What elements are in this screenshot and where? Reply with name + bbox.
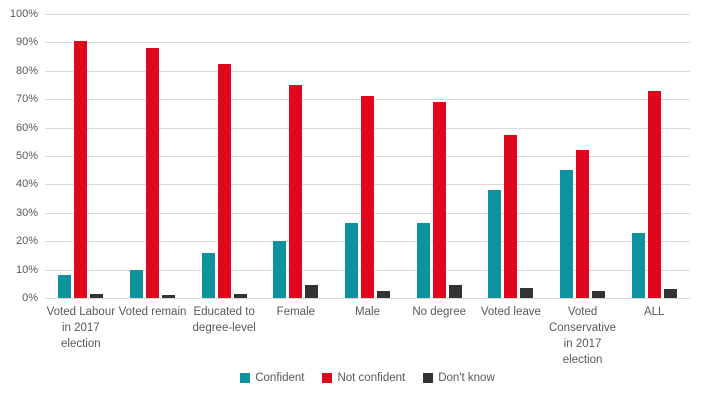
bar-not-confident <box>576 150 590 298</box>
bar-group <box>618 14 690 298</box>
legend-item: Confident <box>240 372 304 384</box>
y-tick-label: 100% <box>9 8 38 20</box>
bar-confident <box>631 232 645 298</box>
legend: Confident Not confident Don't know <box>45 372 690 384</box>
y-tick-label: 0% <box>22 292 38 304</box>
x-axis-label: Voted Conservative in 2017 election <box>548 306 617 366</box>
bar-confident <box>58 275 72 298</box>
bar-don-t-know <box>592 290 606 298</box>
x-axis-label: Female <box>276 306 316 318</box>
bar-not-confident <box>647 90 661 298</box>
bar-don-t-know <box>448 285 462 298</box>
bar-confident <box>416 222 430 298</box>
y-tick-label: 20% <box>15 235 38 248</box>
bar-group <box>260 14 332 298</box>
y-tick-label: 60% <box>15 121 38 134</box>
y-tick-label: 30% <box>15 206 38 219</box>
y-tick-label: 70% <box>15 93 38 106</box>
x-axis-label: No degree <box>412 306 467 318</box>
legend-item: Don't know <box>423 372 495 384</box>
x-axis: Voted Labour in 2017 election Voted remai… <box>45 304 690 368</box>
bar-group <box>45 14 117 298</box>
bar-not-confident <box>504 134 518 298</box>
gridline <box>45 14 690 15</box>
plot-area <box>45 14 690 299</box>
bar-group <box>332 14 404 298</box>
gridline <box>45 42 690 44</box>
legend-label: Don't know <box>438 372 495 384</box>
bar-confident <box>201 252 215 298</box>
bar-group <box>475 14 547 298</box>
x-axis-label: Voted remain <box>118 306 187 318</box>
x-axis-label: Voted leave <box>480 306 541 318</box>
x-axis-label: Educated to degree-level <box>192 306 256 334</box>
bar-group <box>403 14 475 298</box>
bar-group <box>188 14 260 298</box>
bar-don-t-know <box>305 285 319 298</box>
x-axis-label: ALL <box>643 306 665 318</box>
bar-confident <box>130 269 143 298</box>
bar-group <box>117 14 189 298</box>
bar-confident <box>345 222 359 298</box>
bar-don-t-know <box>90 293 104 298</box>
y-tick-label: 40% <box>15 178 38 191</box>
x-axis-label: Male <box>355 306 380 318</box>
x-axis-label: Voted Labour in 2017 election <box>46 306 116 350</box>
bar-group <box>547 14 619 298</box>
gridline <box>45 70 690 72</box>
gridline <box>45 298 690 299</box>
legend-label: Not confident <box>337 372 406 384</box>
bar-don-t-know <box>162 295 175 298</box>
bar-confident <box>273 241 287 298</box>
bar-confident <box>488 190 502 298</box>
legend-swatch-icon <box>322 373 333 383</box>
bar-not-confident <box>74 40 88 298</box>
bar-don-t-know <box>233 293 247 298</box>
y-tick-label: 90% <box>15 36 38 49</box>
legend-item: Not confident <box>322 372 405 384</box>
bar-not-confident <box>289 85 303 298</box>
legend-swatch-icon <box>423 373 434 383</box>
bar-groups <box>45 14 690 298</box>
bar-don-t-know <box>520 288 534 298</box>
bar-confident <box>560 170 574 298</box>
bar-not-confident <box>361 96 375 298</box>
legend-label: Confident <box>255 372 305 384</box>
bar-don-t-know <box>377 290 391 298</box>
y-tick-label: 10% <box>15 263 38 276</box>
bar-not-confident <box>217 63 231 298</box>
bar-not-confident <box>432 102 446 298</box>
y-tick-label: 80% <box>15 64 38 77</box>
y-tick-label: 50% <box>15 150 38 162</box>
bar-don-t-know <box>663 289 677 298</box>
bar-not-confident <box>146 48 159 298</box>
legend-swatch-icon <box>240 373 251 383</box>
